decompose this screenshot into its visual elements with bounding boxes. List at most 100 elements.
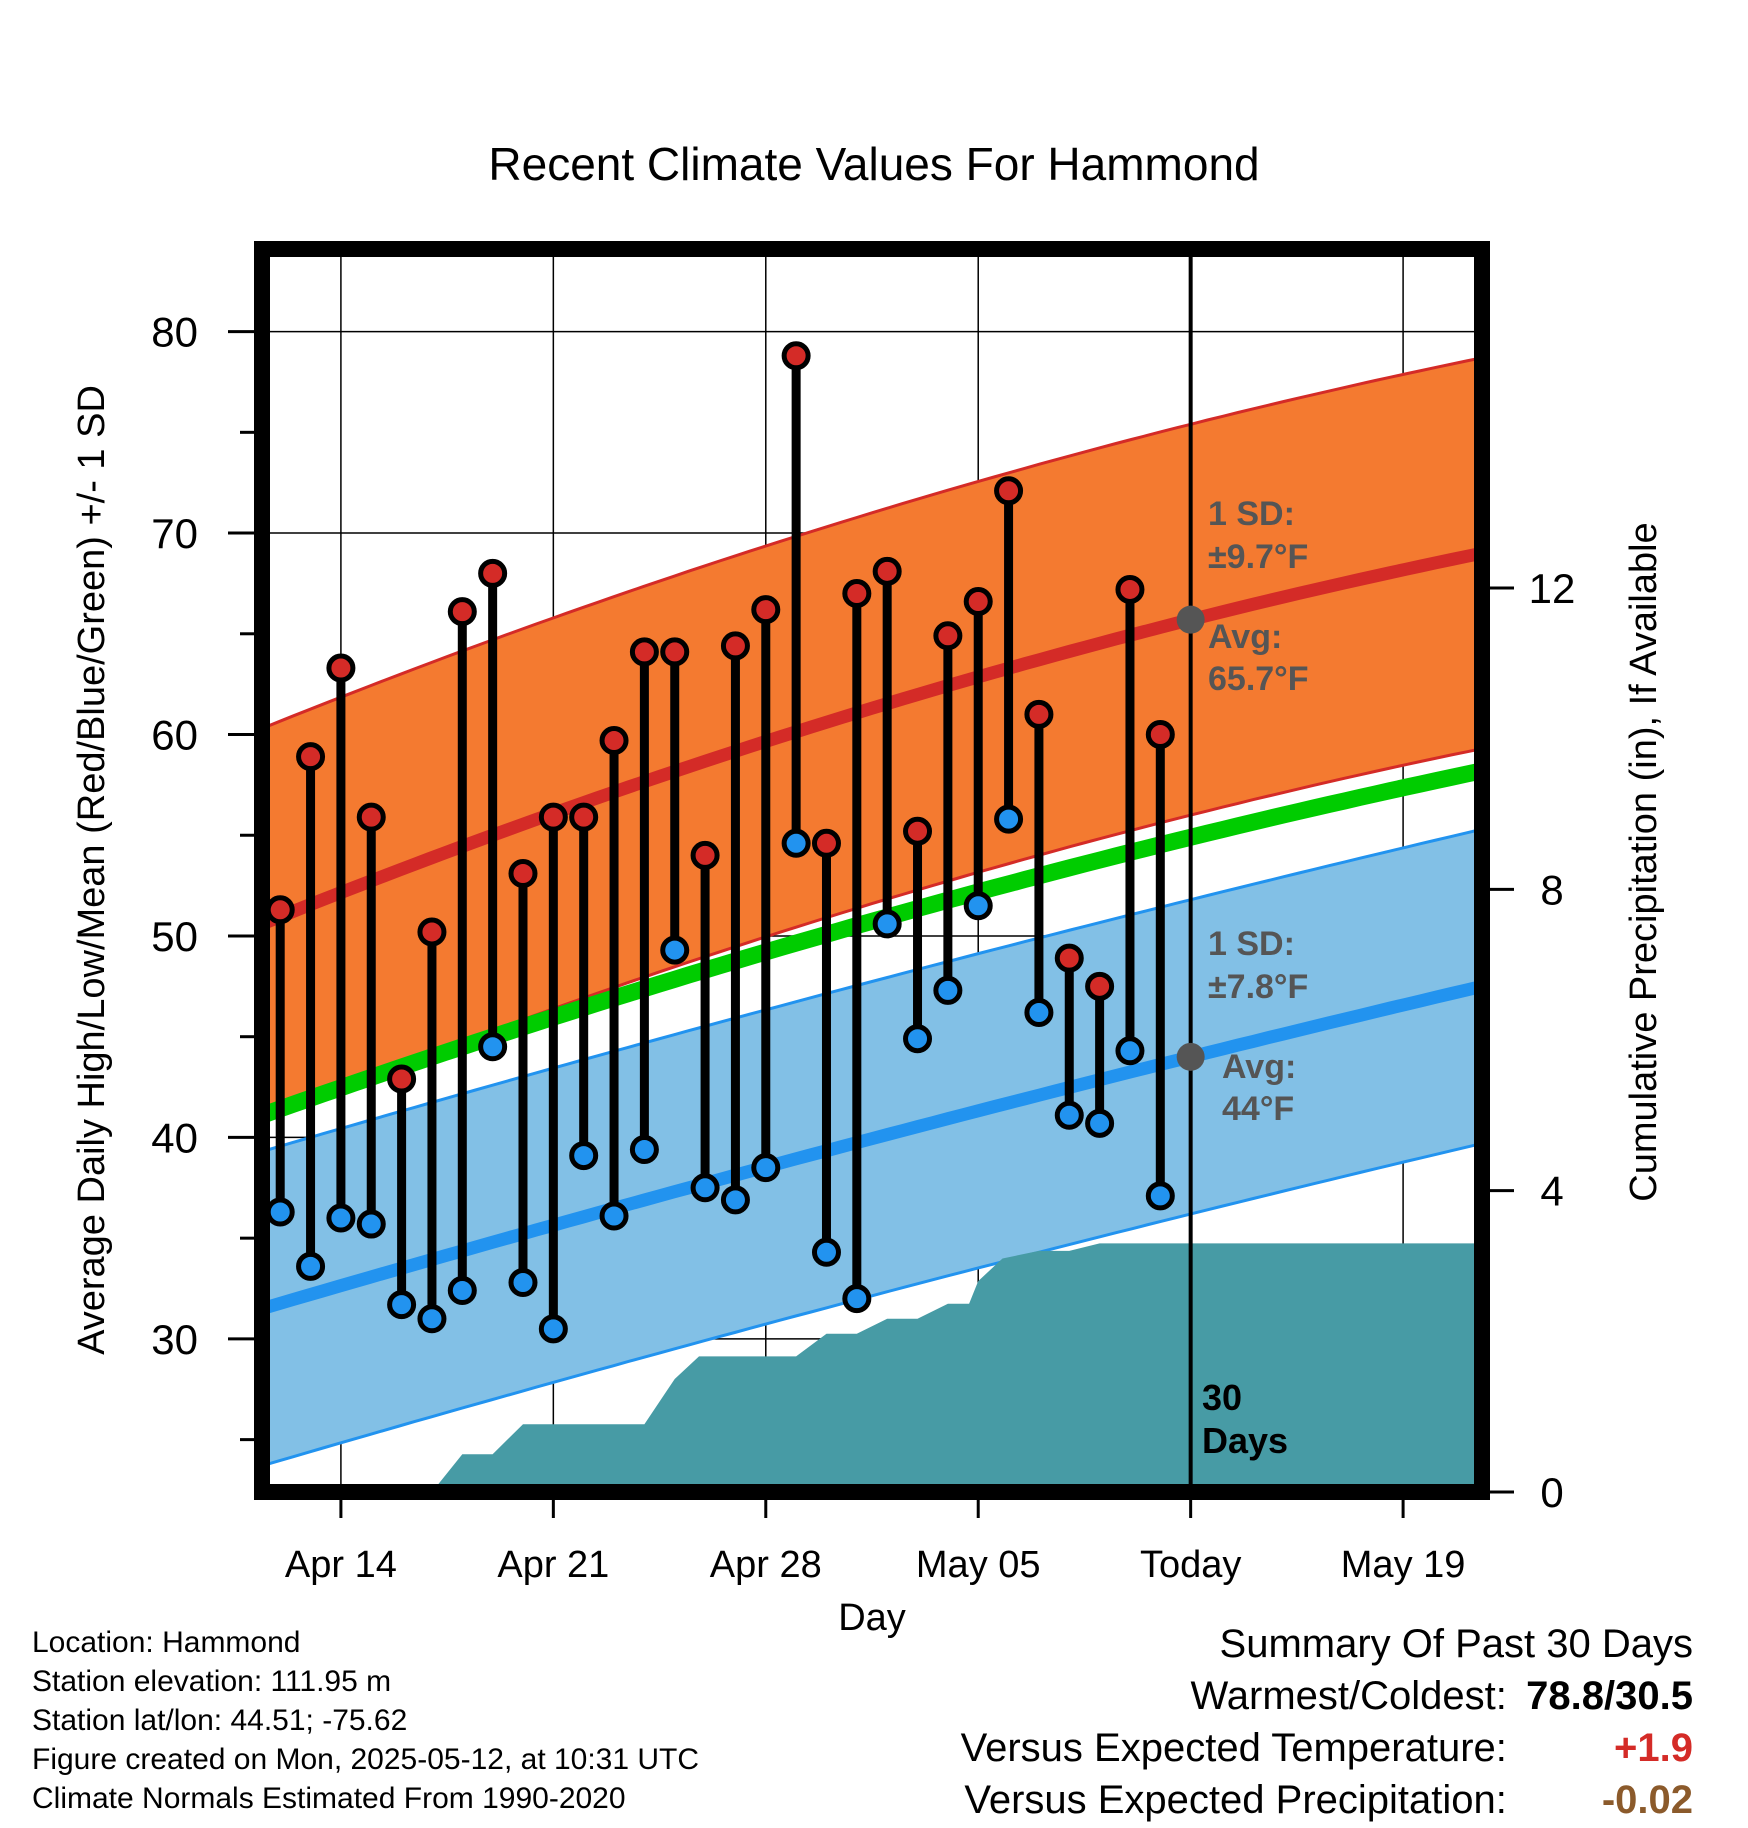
x-tick-label-2: Apr 28	[710, 1544, 822, 1586]
chart-title: Recent Climate Values For Hammond	[488, 138, 1259, 190]
obs-high-point-21	[903, 816, 933, 846]
obs-low-point-23	[963, 891, 993, 921]
elevation-text: Station elevation: 111.95 m	[32, 1665, 392, 1698]
obs-low-point-7	[478, 1032, 508, 1062]
low-sd-value: ±7.8°F	[1208, 968, 1308, 1006]
obs-high-point-16	[751, 595, 781, 625]
y-left-tick-label-0: 30	[151, 1316, 198, 1363]
obs-high-point-6	[447, 597, 477, 627]
y-axis-label-left: Average Daily High/Low/Mean (Red/Blue/Gr…	[71, 385, 113, 1355]
obs-low-point-26	[1054, 1100, 1084, 1130]
low-avg-today-dot	[1176, 1042, 1205, 1071]
obs-low-point-19	[842, 1284, 872, 1314]
obs-low-point-15	[720, 1185, 750, 1215]
temp-anomaly-label: Versus Expected Temperature:	[960, 1726, 1507, 1770]
temp-anomaly-row: Versus Expected Temperature: +1.9	[961, 1722, 1693, 1774]
precip-area	[431, 1243, 1483, 1492]
obs-high-point-27	[1085, 971, 1115, 1001]
temp-anomaly-value: +1.9	[1614, 1726, 1693, 1770]
obs-high-point-10	[569, 802, 599, 832]
plot-area: 1 SD: ±9.7°F Avg: 65.7°F 1 SD: ±7.8°F Av…	[254, 241, 1490, 1500]
obs-high-point-0	[265, 895, 295, 925]
low-avg-value: 44°F	[1222, 1090, 1294, 1128]
created-text: Figure created on Mon, 2025-05-12, at 10…	[32, 1743, 700, 1776]
axes: Apr 14 Apr 21 Apr 28 May 05 Today May 1930405…	[151, 309, 1575, 1586]
obs-high-point-26	[1054, 943, 1084, 973]
obs-low-point-17	[781, 828, 811, 858]
precip-anomaly-value: -0.02	[1601, 1778, 1693, 1822]
obs-high-point-22	[933, 621, 963, 651]
obs-low-point-27	[1085, 1108, 1115, 1138]
obs-low-point-1	[296, 1251, 326, 1281]
latlon-text: Station lat/lon: 44.51; -75.62	[32, 1704, 408, 1737]
obs-high-point-15	[720, 631, 750, 661]
station-metadata: Location: Hammond Station elevation: 111…	[32, 1623, 699, 1818]
obs-low-point-8	[508, 1267, 538, 1297]
obs-low-point-2	[326, 1203, 356, 1233]
obs-high-point-7	[478, 558, 508, 588]
high-avg-label: Avg:	[1208, 618, 1282, 656]
observations	[265, 341, 1175, 1344]
precip-anomaly-label: Versus Expected Precipitation:	[964, 1778, 1507, 1822]
y-axis-label-right: Cumulative Precipitation (in), If Availa…	[1623, 522, 1665, 1201]
obs-low-point-14	[690, 1173, 720, 1203]
obs-low-point-10	[569, 1141, 599, 1171]
summary-panel: Summary Of Past 30 Days Warmest/Coldest:…	[961, 1618, 1693, 1826]
obs-low-point-5	[417, 1304, 447, 1334]
cumulative-precip-area	[431, 1243, 1483, 1492]
obs-high-point-18	[811, 828, 841, 858]
summary-heading: Summary Of Past 30 Days	[1219, 1622, 1693, 1666]
obs-low-point-21	[903, 1024, 933, 1054]
obs-high-point-5	[417, 917, 447, 947]
y-right-tick-label-3: 12	[1529, 565, 1576, 612]
normals-text: Climate Normals Estimated From 1990-2020	[32, 1782, 626, 1815]
obs-low-point-24	[994, 804, 1024, 834]
obs-high-point-8	[508, 859, 538, 889]
annotations: 1 SD: ±9.7°F Avg: 65.7°F 1 SD: ±7.8°F Av…	[1202, 495, 1309, 1461]
precip-anomaly-row: Versus Expected Precipitation: -0.02	[961, 1774, 1693, 1826]
obs-low-point-9	[538, 1314, 568, 1344]
obs-high-point-20	[872, 556, 902, 586]
obs-low-point-25	[1024, 998, 1054, 1028]
warm-cold-label: Warmest/Coldest:	[1190, 1674, 1507, 1718]
y-left-tick-label-4: 70	[151, 510, 198, 557]
window-label-days: Days	[1202, 1420, 1288, 1461]
obs-high-point-14	[690, 840, 720, 870]
window-label-count: 30	[1202, 1377, 1242, 1418]
obs-low-point-22	[933, 975, 963, 1005]
high-sd-value: ±9.7°F	[1208, 538, 1308, 576]
obs-high-point-13	[660, 637, 690, 667]
obs-low-point-11	[599, 1201, 629, 1231]
obs-high-point-28	[1115, 574, 1145, 604]
obs-low-point-29	[1145, 1181, 1175, 1211]
obs-high-point-2	[326, 653, 356, 683]
obs-low-point-13	[660, 935, 690, 965]
obs-low-point-28	[1115, 1036, 1145, 1066]
obs-low-point-20	[872, 909, 902, 939]
x-tick-label-5: May 19	[1341, 1544, 1466, 1586]
obs-low-point-3	[356, 1209, 386, 1239]
obs-high-point-9	[538, 802, 568, 832]
y-left-tick-label-5: 80	[151, 309, 198, 356]
obs-high-point-12	[629, 637, 659, 667]
obs-high-point-11	[599, 726, 629, 756]
obs-low-point-12	[629, 1135, 659, 1165]
warm-cold-row: Warmest/Coldest: 78.8/30.5	[961, 1670, 1694, 1722]
y-right-tick-label-1: 4	[1540, 1168, 1563, 1215]
location-text: Location: Hammond	[32, 1626, 301, 1659]
high-sd-label: 1 SD:	[1208, 495, 1295, 533]
x-axis-label: Day	[838, 1597, 906, 1639]
obs-high-point-17	[781, 341, 811, 371]
plot-frame	[254, 241, 1490, 1500]
y-left-tick-label-1: 40	[151, 1114, 198, 1161]
x-tick-label-0: Apr 14	[285, 1544, 397, 1586]
warm-cold-value: 78.8/30.5	[1526, 1674, 1693, 1718]
y-right-tick-label-0: 0	[1540, 1469, 1563, 1516]
low-avg-label: Avg:	[1222, 1048, 1296, 1086]
obs-high-point-24	[994, 476, 1024, 506]
y-left-tick-label-3: 60	[151, 712, 198, 759]
obs-high-point-3	[356, 802, 386, 832]
obs-low-point-4	[387, 1290, 417, 1320]
x-tick-label-3: May 05	[916, 1544, 1041, 1586]
